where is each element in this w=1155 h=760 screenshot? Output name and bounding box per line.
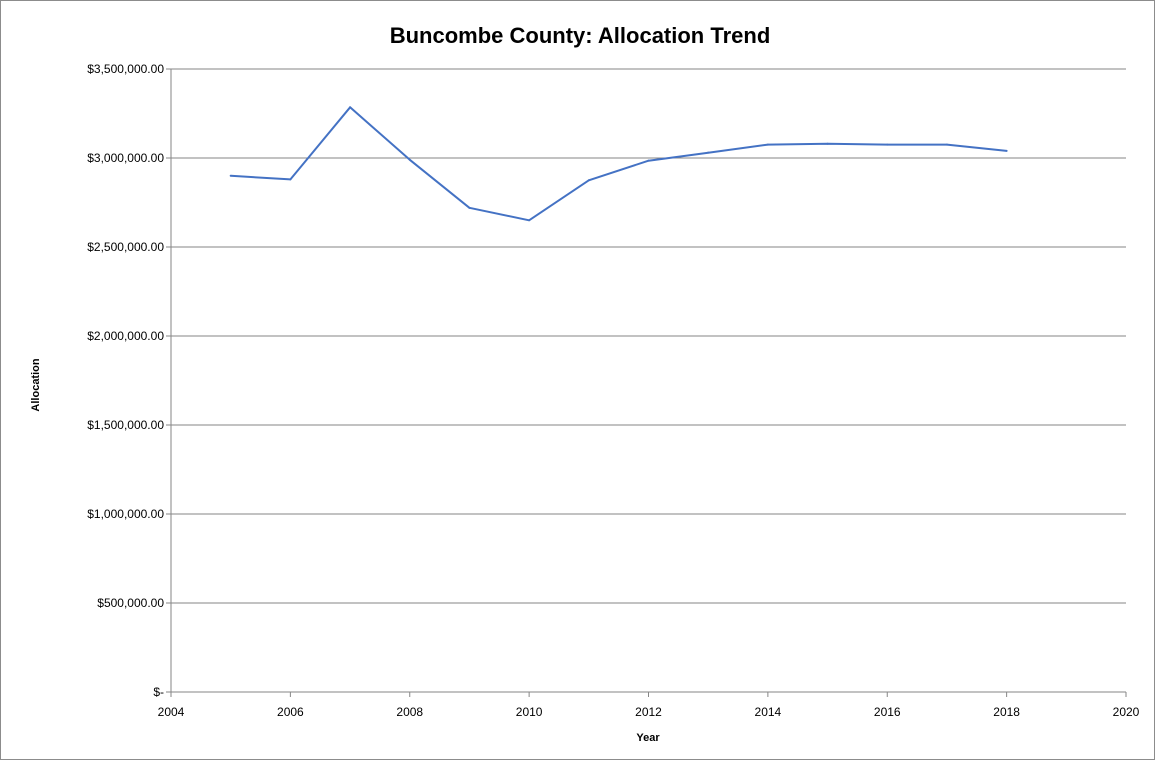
data-point <box>289 178 292 181</box>
data-point <box>349 106 352 109</box>
data-point <box>886 143 889 146</box>
y-tick-label: $3,500,000.00 <box>87 62 164 76</box>
data-point <box>468 206 471 209</box>
y-tick-label: $1,500,000.00 <box>87 418 164 432</box>
data-point <box>408 158 411 161</box>
x-tick-label: 2010 <box>516 705 543 719</box>
data-point <box>229 174 232 177</box>
x-tick-label: 2014 <box>755 705 782 719</box>
series-layer <box>229 106 1008 222</box>
y-axis-ticks: $- $500,000.00 $1,000,000.00 $1,500,000.00 $… <box>87 62 171 699</box>
y-tick-label: $- <box>153 685 164 699</box>
x-tick-label: 2018 <box>993 705 1020 719</box>
x-tick-label: 2008 <box>396 705 423 719</box>
x-axis-ticks: 2004 2006 2008 2010 2012 2014 2016 2018 2020 <box>158 692 1140 719</box>
x-tick-label: 2012 <box>635 705 662 719</box>
data-point <box>826 142 829 145</box>
data-point <box>587 179 590 182</box>
y-tick-label: $2,500,000.00 <box>87 240 164 254</box>
y-tick-label: $1,000,000.00 <box>87 507 164 521</box>
y-tick-label: $500,000.00 <box>97 596 164 610</box>
data-point <box>707 151 710 154</box>
gridlines <box>171 68 1126 604</box>
x-tick-label: 2004 <box>158 705 185 719</box>
series-line <box>230 106 1007 222</box>
data-point <box>1005 149 1008 152</box>
y-axis-title: Allocation <box>30 358 42 411</box>
x-tick-label: 2016 <box>874 705 901 719</box>
data-point <box>945 143 948 146</box>
x-tick-label: 2006 <box>277 705 304 719</box>
data-point <box>766 143 769 146</box>
data-point <box>647 159 650 162</box>
x-axis-title: Year <box>636 732 660 744</box>
data-point <box>528 219 531 222</box>
x-tick-label: 2020 <box>1113 705 1140 719</box>
chart-title: Buncombe County: Allocation Trend <box>390 23 771 48</box>
y-tick-label: $2,000,000.00 <box>87 329 164 343</box>
y-tick-label: $3,000,000.00 <box>87 151 164 165</box>
